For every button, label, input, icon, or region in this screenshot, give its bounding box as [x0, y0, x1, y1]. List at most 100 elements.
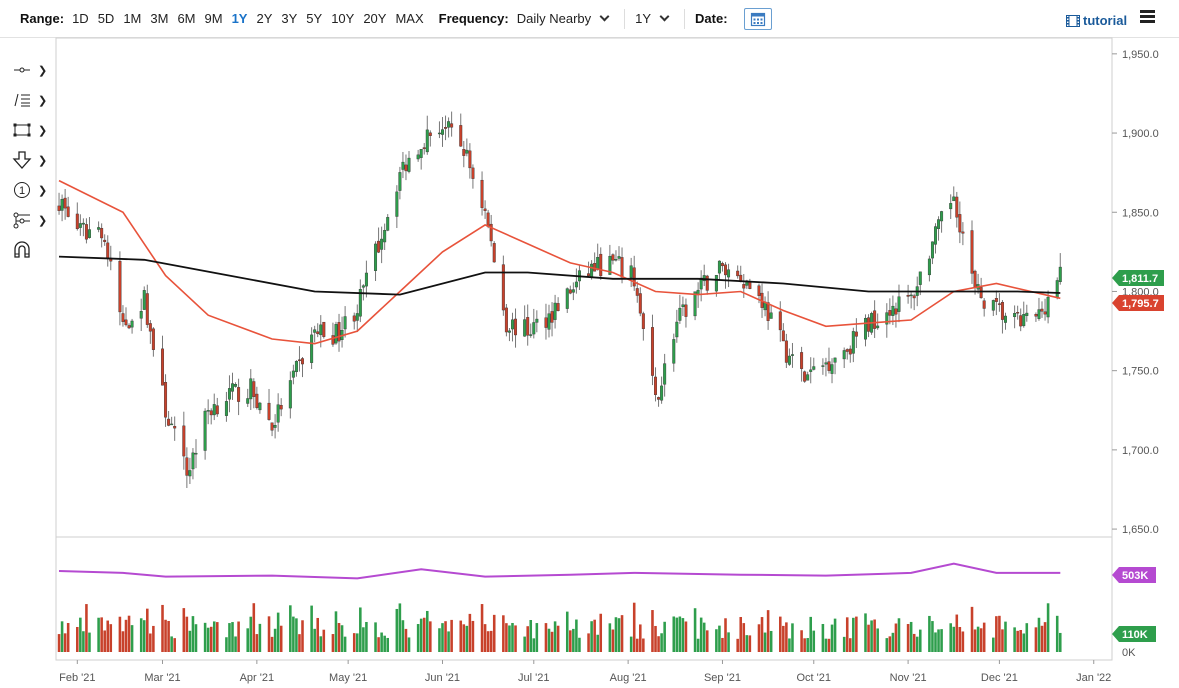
- candle-body: [380, 238, 384, 250]
- candle-body: [891, 305, 895, 316]
- time-axis: Feb '21 Mar '21 Apr '21 May '21 Jun '21 Jul '…: [59, 660, 1111, 684]
- candle-body: [401, 161, 405, 170]
- candle-body: [492, 243, 496, 263]
- volume-bar: [529, 620, 533, 652]
- volume-bar: [870, 620, 873, 652]
- range-button-1y[interactable]: 1Y: [231, 11, 248, 26]
- volume-pane: [57, 602, 1062, 652]
- volume-bar: [322, 629, 326, 652]
- volume-bar: [660, 633, 663, 652]
- range-button-3y[interactable]: 3Y: [281, 11, 298, 26]
- arrow-tool[interactable]: ❯: [12, 145, 56, 175]
- candle-body: [267, 402, 271, 420]
- volume-bar: [425, 610, 429, 652]
- candle-body: [1025, 312, 1029, 316]
- volume-bar: [569, 630, 572, 652]
- crosshair-tool[interactable]: ❯: [12, 55, 56, 85]
- volume-bar: [508, 625, 511, 652]
- volume-bar: [897, 618, 901, 652]
- calendar-button[interactable]: [743, 7, 772, 30]
- range-button-3m[interactable]: 3M: [150, 11, 169, 26]
- volume-bar: [982, 622, 986, 652]
- range-button-1d[interactable]: 1D: [72, 11, 89, 26]
- volume-bar: [331, 634, 335, 652]
- candle-body: [209, 410, 213, 416]
- volume-bar: [273, 628, 277, 652]
- candle-body: [629, 265, 633, 278]
- candle-body: [547, 313, 551, 330]
- volume-bar: [572, 628, 575, 652]
- candle-body: [118, 260, 122, 313]
- volume-bar: [249, 616, 253, 652]
- range-button-5d[interactable]: 5D: [97, 11, 115, 26]
- candle-body: [535, 318, 539, 323]
- volume-bar: [216, 622, 219, 652]
- range-button-10y[interactable]: 10Y: [331, 11, 355, 26]
- range-button-5y[interactable]: 5Y: [306, 11, 323, 26]
- candle-body: [84, 224, 88, 240]
- candle-body: [994, 298, 998, 302]
- volume-bar: [885, 638, 889, 652]
- candle-body: [958, 214, 962, 233]
- candle-body: [848, 348, 852, 355]
- time-tick-label: Jun '21: [425, 672, 460, 684]
- candle-body: [571, 289, 575, 293]
- volume-bar: [672, 616, 676, 652]
- volume-bar: [444, 621, 447, 652]
- volume-bar: [246, 628, 250, 652]
- measure-tool[interactable]: ❯: [12, 205, 56, 235]
- candle-body: [148, 323, 152, 332]
- candle-body: [748, 281, 752, 289]
- time-tick-label: Feb '21: [59, 672, 95, 684]
- candle-body: [927, 258, 931, 276]
- time-tick-label: Jul '21: [518, 672, 549, 684]
- candle-body: [790, 354, 794, 356]
- candle-body: [364, 272, 368, 287]
- range-button-1m[interactable]: 1M: [123, 11, 142, 26]
- range-button-20y[interactable]: 20Y: [363, 11, 387, 26]
- fibonacci-tool-icon: [14, 93, 30, 107]
- candle-body: [632, 267, 636, 287]
- candle-body: [864, 317, 867, 340]
- tutorial-link[interactable]: tutorial: [1066, 13, 1127, 28]
- candle-body: [684, 304, 688, 317]
- candle-body: [386, 217, 390, 231]
- candle-body: [246, 398, 250, 404]
- range-button-6m[interactable]: 6M: [177, 11, 196, 26]
- candle-body: [145, 293, 149, 325]
- hamburger-menu-icon[interactable]: [1140, 10, 1155, 24]
- annotation-tool[interactable]: 1 ❯: [12, 175, 56, 205]
- candle-body: [1013, 313, 1017, 318]
- candle-body: [514, 318, 518, 336]
- volume-bar: [206, 627, 210, 652]
- divider: [684, 8, 686, 29]
- volume-bar: [343, 636, 347, 652]
- volume-bar: [681, 618, 685, 652]
- volume-bar: [763, 632, 767, 652]
- rectangle-tool[interactable]: ❯: [12, 115, 56, 145]
- magnet-tool[interactable]: [12, 235, 56, 265]
- candle-body: [459, 125, 463, 147]
- ma-value-badge: 1,795.7: [1112, 295, 1164, 311]
- volume-bar: [502, 615, 505, 652]
- volume-bar: [146, 608, 149, 652]
- volume-bar: [118, 616, 122, 652]
- fibonacci-tool[interactable]: ❯: [12, 85, 56, 115]
- volume-bar: [340, 625, 344, 652]
- range-button-9m[interactable]: 9M: [204, 11, 223, 26]
- candle-body: [60, 199, 64, 211]
- volume-bar: [791, 623, 794, 652]
- volume-bar: [830, 624, 834, 652]
- candle-body: [462, 149, 466, 156]
- volume-bar: [234, 636, 237, 652]
- range-button-2y[interactable]: 2Y: [256, 11, 273, 26]
- frequency-dropdown[interactable]: Daily Nearby: [517, 11, 614, 26]
- period-dropdown[interactable]: 1Y: [635, 11, 674, 26]
- candle-body: [191, 452, 195, 470]
- range-button-max[interactable]: MAX: [395, 11, 424, 26]
- volume-bar: [958, 626, 962, 652]
- candle-body: [894, 308, 898, 315]
- volume-bar: [915, 636, 919, 652]
- volume-bar: [532, 638, 536, 652]
